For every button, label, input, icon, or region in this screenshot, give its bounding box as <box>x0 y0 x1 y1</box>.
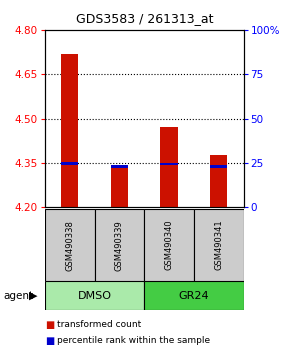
Bar <box>111 166 128 207</box>
Bar <box>45 209 95 281</box>
Text: GDS3583 / 261313_at: GDS3583 / 261313_at <box>76 12 214 25</box>
Bar <box>144 209 194 281</box>
Bar <box>160 127 178 207</box>
Text: ▶: ▶ <box>29 291 38 301</box>
Bar <box>144 281 244 310</box>
Text: percentile rank within the sample: percentile rank within the sample <box>57 336 210 345</box>
Bar <box>210 155 227 207</box>
Text: GSM490338: GSM490338 <box>65 220 74 270</box>
Bar <box>61 162 79 165</box>
Text: GSM490341: GSM490341 <box>214 220 223 270</box>
Text: transformed count: transformed count <box>57 320 141 330</box>
Bar <box>45 281 144 310</box>
Text: GSM490340: GSM490340 <box>165 220 174 270</box>
Text: ■: ■ <box>45 320 54 330</box>
Text: GR24: GR24 <box>179 291 209 301</box>
Bar <box>160 162 178 165</box>
Bar <box>95 209 144 281</box>
Text: agent: agent <box>3 291 33 301</box>
Text: DMSO: DMSO <box>78 291 112 301</box>
Bar <box>61 54 79 207</box>
Bar <box>111 165 128 167</box>
Bar <box>194 209 244 281</box>
Bar <box>210 165 227 167</box>
Text: GSM490339: GSM490339 <box>115 220 124 270</box>
Text: ■: ■ <box>45 336 54 346</box>
